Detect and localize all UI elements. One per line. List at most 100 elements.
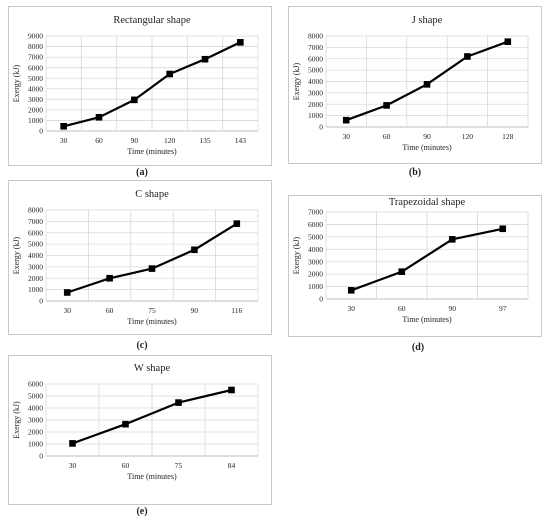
x-axis-label: Time (minutes) <box>402 143 452 152</box>
y-axis-label: Exergy (kJ) <box>12 64 21 102</box>
y-tick-label: 5000 <box>308 66 323 75</box>
y-tick-label: 4000 <box>28 251 43 260</box>
series-line <box>350 227 504 292</box>
y-tick-label: 6000 <box>28 228 43 237</box>
y-axis-label: Exergy (kJ) <box>292 236 301 274</box>
data-point-marker <box>201 55 209 63</box>
y-tick-label: 4000 <box>28 404 43 413</box>
data-point-marker <box>233 220 241 227</box>
x-tick-label: 60 <box>122 461 130 470</box>
data-point-marker <box>95 113 103 121</box>
y-tick-label: 2000 <box>28 105 43 114</box>
y-tick-label: 7000 <box>308 208 323 217</box>
y-tick-label: 6000 <box>28 63 43 72</box>
x-tick-label: 84 <box>228 461 236 470</box>
chart-title-b: J shape <box>412 15 443 26</box>
data-point-marker <box>347 287 355 294</box>
y-tick-label: 5000 <box>308 232 323 241</box>
chart-panel-a: Rectangular shape 0 1000 2000 3000 4000 5000 60… <box>8 6 272 166</box>
chart-b: J shape 0 1000 2000 3000 4000 5000 6000 7000 8000… <box>288 6 542 164</box>
y-tick-label: 1000 <box>308 111 323 120</box>
data-point-marker <box>499 225 507 233</box>
y-tick-label: 4000 <box>28 84 43 93</box>
x-axis-label: Time (minutes) <box>127 147 177 156</box>
series-line <box>63 41 241 128</box>
y-tick-label: 6000 <box>308 54 323 63</box>
chart-c: C shape 0 1000 2000 3000 4000 5000 6000 7000 8000… <box>8 180 272 335</box>
y-tick-label: 6000 <box>308 220 323 229</box>
data-point-marker <box>106 274 113 282</box>
chart-frame-b <box>288 6 542 164</box>
data-point-marker <box>228 386 235 394</box>
x-tick-label: 30 <box>348 304 356 313</box>
y-tick-label: 4000 <box>308 245 323 254</box>
data-point-marker <box>60 122 67 130</box>
chart-title-a: Rectangular shape <box>113 15 191 26</box>
x-tick-label: 120 <box>164 136 176 145</box>
chart-panel-e: W shape 0 1000 2000 3000 4000 5000 6000 30 60 75 84… <box>8 355 272 505</box>
y-tick-label: 2000 <box>308 100 323 109</box>
chart-title-e: W shape <box>134 363 171 374</box>
chart-panel-b: J shape 0 1000 2000 3000 4000 5000 6000 7000 8000… <box>288 6 542 164</box>
y-tick-label: 6000 <box>28 380 43 389</box>
data-point-marker <box>69 440 76 447</box>
caption-b: (b) <box>408 167 422 178</box>
y-tick-label: 1000 <box>28 440 43 449</box>
chart-panel-c: C shape 0 1000 2000 3000 4000 5000 6000 7000 8000… <box>8 180 272 335</box>
y-tick-label: 2000 <box>28 274 43 283</box>
y-tick-label: 7000 <box>308 43 323 52</box>
chart-frame-e <box>8 355 272 505</box>
y-tick-label: 4000 <box>308 77 323 86</box>
y-tick-label: 5000 <box>28 240 43 249</box>
y-axis-label: Exergy (kJ) <box>292 62 301 100</box>
y-tick-label: 3000 <box>28 416 43 425</box>
data-point-marker <box>423 81 431 88</box>
x-tick-label: 116 <box>231 306 242 315</box>
y-tick-label: 1000 <box>308 282 323 291</box>
y-tick-label: 0 <box>39 127 43 136</box>
x-tick-label: 90 <box>449 304 457 313</box>
x-axis-label: Time (minutes) <box>127 317 177 326</box>
x-tick-label: 75 <box>148 306 156 315</box>
chart-frame-d <box>288 195 542 337</box>
data-point-marker <box>191 246 198 254</box>
y-tick-label: 2000 <box>308 270 323 279</box>
data-point-marker <box>237 39 244 46</box>
x-tick-label: 30 <box>69 461 77 470</box>
chart-e: W shape 0 1000 2000 3000 4000 5000 6000 30 60 75 84… <box>8 355 272 505</box>
x-tick-label: 120 <box>462 132 474 141</box>
chart-frame-a <box>8 6 272 166</box>
y-tick-label: 8000 <box>28 42 43 51</box>
y-tick-label: 3000 <box>28 95 43 104</box>
data-point-marker <box>175 399 182 406</box>
y-tick-label: 1000 <box>28 116 43 125</box>
y-tick-label: 3000 <box>28 262 43 271</box>
y-tick-label: 2000 <box>28 428 43 437</box>
y-tick-label: 0 <box>319 123 323 132</box>
x-axis-label: Time (minutes) <box>127 472 177 481</box>
x-tick-label: 60 <box>106 306 114 315</box>
caption-a: (a) <box>136 167 148 178</box>
y-tick-label: 3000 <box>308 88 323 97</box>
x-tick-label: 90 <box>423 132 431 141</box>
x-tick-label: 60 <box>95 136 103 145</box>
x-tick-label: 75 <box>175 461 183 470</box>
x-tick-label: 128 <box>502 132 514 141</box>
y-tick-label: 1000 <box>28 285 43 294</box>
y-tick-label: 3000 <box>308 257 323 266</box>
x-tick-label: 30 <box>63 306 71 315</box>
y-tick-label: 0 <box>319 295 323 304</box>
x-tick-label: 97 <box>499 304 507 313</box>
chart-d: Trapezoidal shape 0 1000 2000 3000 4000 5000 60… <box>288 195 542 337</box>
y-tick-label: 8000 <box>28 206 43 215</box>
x-tick-label: 90 <box>191 306 199 315</box>
series-line <box>72 388 232 445</box>
chart-panel-d: Trapezoidal shape 0 1000 2000 3000 4000 5000 60… <box>288 195 542 337</box>
chart-frame-c <box>8 180 272 335</box>
data-point-marker <box>464 53 471 60</box>
y-tick-label: 0 <box>39 452 43 461</box>
x-tick-label: 90 <box>131 136 139 145</box>
data-point-marker <box>342 116 350 124</box>
y-axis-label: Exergy (kJ) <box>12 401 21 439</box>
y-tick-label: 5000 <box>28 74 43 83</box>
